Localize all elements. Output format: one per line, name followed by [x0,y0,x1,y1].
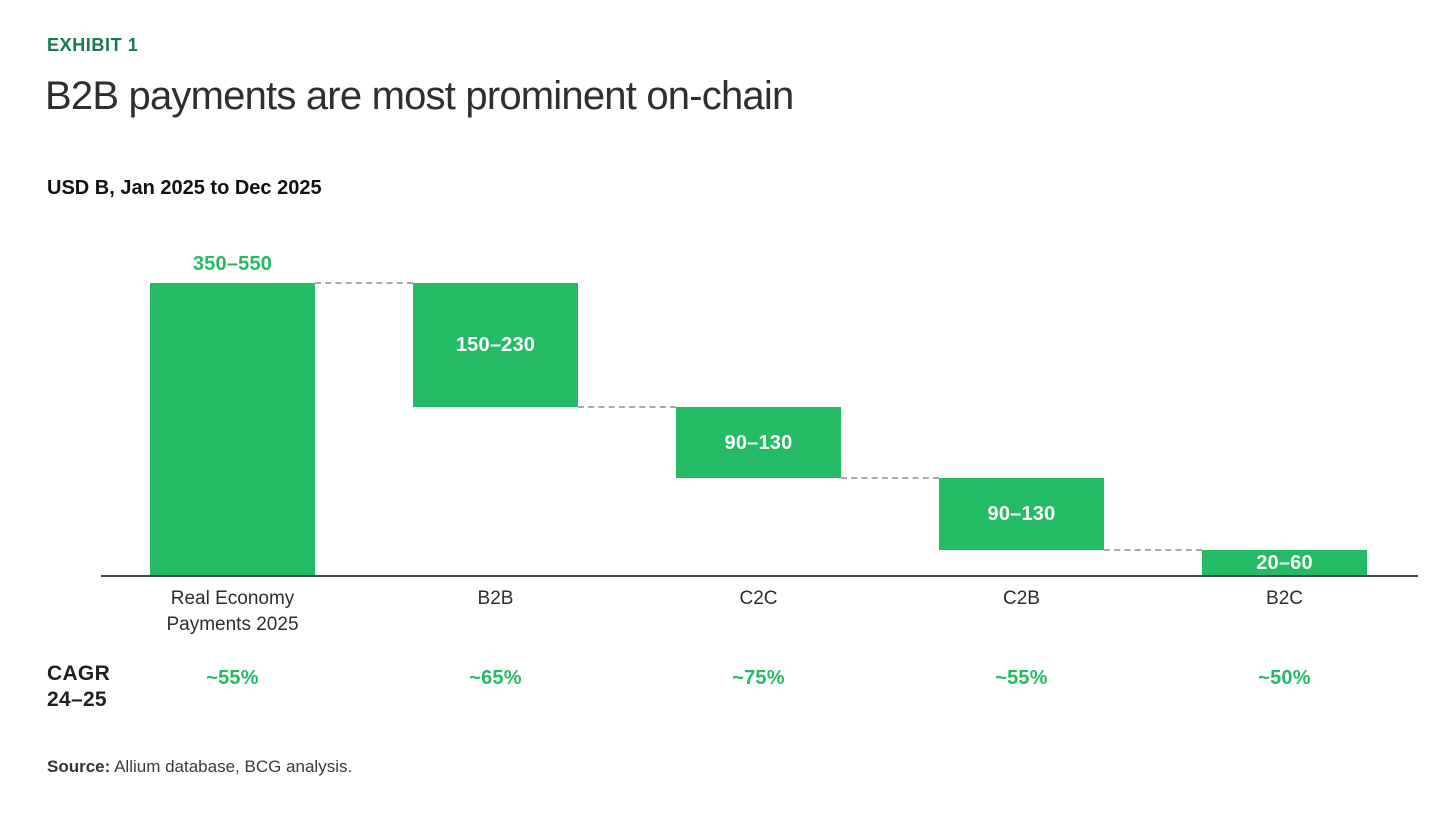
source-note: Source: Allium database, BCG analysis. [47,757,352,777]
cagr-value: ~65% [469,667,522,689]
category-label-line: C2B [1003,588,1040,609]
connector-line [841,477,939,480]
cagr-label-line2: 24–25 [47,688,107,711]
category-label: B2B [386,586,606,612]
bar-value-label: 20–60 [1256,551,1313,574]
category-label: Real Economy Payments 2025 [123,586,343,638]
category-label-line: Payments 2025 [166,614,299,635]
exhibit-label: EXHIBIT 1 [47,35,139,55]
bar-value-label: 350–550 [192,253,273,275]
page-title: B2B payments are most prominent on-chain [45,74,794,118]
waterfall-bar-b2c: 20–60 [1202,549,1367,576]
cagr-value: ~55% [995,667,1048,689]
connector-line [1104,548,1202,551]
bar-value-label: 150–230 [455,333,536,356]
waterfall-bar-c2b: 90–130 [939,478,1104,550]
chart-units-subtitle: USD B, Jan 2025 to Dec 2025 [47,177,322,199]
waterfall-bar-b2b: 150–230 [413,283,578,407]
category-label-line: Real Economy [170,588,295,609]
cagr-label-line1: CAGR [47,662,111,685]
bar-value-label: 90–130 [987,503,1056,526]
bar-value-label: 90–130 [724,431,793,454]
waterfall-bar-real-economy-payments-2025 [150,283,315,576]
cagr-value: ~55% [206,667,259,689]
category-label: B2C [1175,586,1395,612]
connector-line [315,282,413,284]
cagr-value: ~75% [732,667,785,689]
category-label-line: B2C [1266,588,1303,609]
source-text: Allium database, BCG analysis. [110,757,353,776]
connector-line [578,405,676,408]
category-label-line: B2B [477,588,514,609]
waterfall-bar-c2c: 90–130 [676,406,841,479]
category-label-line: C2C [739,588,778,609]
cagr-row-label: CAGR 24–25 [47,661,110,713]
cagr-value: ~50% [1258,667,1311,689]
category-label: C2B [912,586,1132,612]
x-axis-line [101,575,1418,577]
source-label: Source: [47,757,111,776]
category-label: C2C [649,586,869,612]
